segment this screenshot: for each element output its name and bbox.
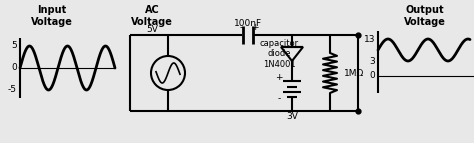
Text: 5V: 5V (146, 25, 158, 34)
Text: Input
Voltage: Input Voltage (31, 5, 73, 27)
Text: 3V: 3V (286, 112, 298, 121)
Text: 13: 13 (364, 34, 375, 43)
Text: 3: 3 (369, 56, 375, 65)
Text: capacitor
diode
1N4001: capacitor diode 1N4001 (259, 39, 299, 69)
Text: +: + (251, 23, 259, 32)
Text: 0: 0 (369, 72, 375, 81)
Text: 0: 0 (11, 63, 17, 73)
Text: AC
Voltage: AC Voltage (131, 5, 173, 27)
Text: 100nF: 100nF (234, 19, 262, 28)
Text: -: - (239, 23, 243, 32)
Text: +: + (275, 74, 283, 83)
Text: -5: -5 (8, 86, 17, 95)
Text: 5: 5 (11, 41, 17, 50)
Text: Output
Voltage: Output Voltage (404, 5, 446, 27)
Text: 1MΩ: 1MΩ (344, 68, 364, 78)
Text: -: - (277, 95, 281, 104)
